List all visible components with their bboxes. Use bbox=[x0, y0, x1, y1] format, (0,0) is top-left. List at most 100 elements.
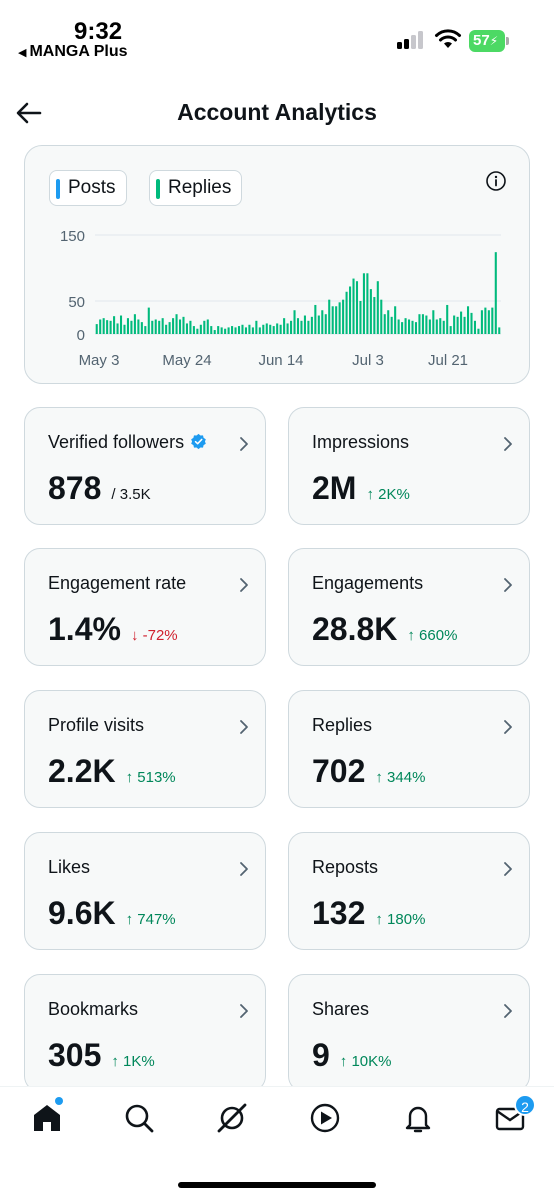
bar-replies bbox=[480, 310, 483, 334]
bar-replies bbox=[199, 324, 202, 334]
bar-replies bbox=[307, 320, 310, 334]
stat-card-replies[interactable]: Replies 702 ↑ 344% bbox=[288, 690, 530, 808]
stat-label: Impressions bbox=[312, 432, 409, 453]
stat-value-row: 1.4% ↓ -72% bbox=[48, 611, 178, 648]
stat-change: ↓ -72% bbox=[130, 627, 178, 644]
grok-icon[interactable] bbox=[215, 1101, 249, 1135]
video-icon[interactable] bbox=[308, 1101, 342, 1135]
bar-replies bbox=[408, 319, 411, 334]
stat-card-engagement-rate[interactable]: Engagement rate 1.4% ↓ -72% bbox=[24, 548, 266, 666]
stat-value: 878 bbox=[48, 470, 102, 506]
stat-change: ↑ 2K% bbox=[366, 486, 410, 503]
arrow-left-icon[interactable] bbox=[14, 98, 44, 128]
stat-label: Engagement rate bbox=[48, 573, 186, 594]
bottom-nav: 2 bbox=[0, 1086, 554, 1200]
bar-replies bbox=[435, 319, 438, 334]
stat-card-reposts[interactable]: Reposts 132 ↑ 180% bbox=[288, 832, 530, 950]
stat-card-likes[interactable]: Likes 9.6K ↑ 747% bbox=[24, 832, 266, 950]
bar-replies bbox=[331, 306, 334, 334]
bar-replies bbox=[286, 323, 289, 334]
stat-card-shares[interactable]: Shares 9 ↑ 10K% bbox=[288, 974, 530, 1092]
bar-replies bbox=[432, 310, 435, 334]
bar-replies bbox=[494, 252, 497, 334]
stat-label: Reposts bbox=[312, 857, 378, 878]
bar-replies bbox=[352, 278, 355, 334]
back-to-app-link[interactable]: ◀ MANGA Plus bbox=[18, 43, 128, 61]
y-tick-label: 50 bbox=[68, 294, 85, 311]
bar-replies bbox=[251, 327, 254, 334]
bar-replies bbox=[449, 326, 452, 334]
chevron-right-icon bbox=[504, 720, 512, 734]
stat-label-text: Profile visits bbox=[48, 715, 145, 735]
bar-replies bbox=[168, 322, 171, 334]
bar-replies bbox=[241, 324, 244, 334]
bar-replies bbox=[349, 286, 352, 334]
bar-replies bbox=[283, 318, 286, 334]
info-icon[interactable] bbox=[485, 170, 507, 192]
status-bar: 9:32 ◀ MANGA Plus 57⚡ bbox=[0, 0, 554, 70]
search-icon[interactable] bbox=[122, 1101, 156, 1135]
bar-replies bbox=[369, 289, 372, 334]
bar-replies bbox=[272, 326, 275, 334]
charging-bolt-icon: ⚡ bbox=[489, 34, 499, 48]
messages-badge: 2 bbox=[514, 1094, 536, 1116]
legend-swatch-posts bbox=[56, 179, 60, 199]
bar-replies bbox=[338, 302, 341, 334]
stat-value-row: 702 ↑ 344% bbox=[312, 753, 425, 790]
chevron-right-icon bbox=[240, 862, 248, 876]
bar-replies bbox=[335, 306, 338, 334]
bar-replies bbox=[182, 316, 185, 334]
bar-replies bbox=[144, 326, 147, 334]
stat-card-bookmarks[interactable]: Bookmarks 305 ↑ 1K% bbox=[24, 974, 266, 1092]
stat-value: 702 bbox=[312, 753, 366, 789]
stat-card-profile-visits[interactable]: Profile visits 2.2K ↑ 513% bbox=[24, 690, 266, 808]
bar-replies bbox=[303, 315, 306, 334]
bar-replies bbox=[106, 320, 109, 334]
bar-replies bbox=[366, 273, 369, 334]
stat-value-row: 305 ↑ 1K% bbox=[48, 1037, 155, 1074]
stat-card-engagements[interactable]: Engagements 28.8K ↑ 660% bbox=[288, 548, 530, 666]
bar-replies bbox=[380, 299, 383, 334]
bar-replies bbox=[95, 324, 98, 334]
stat-label: Verified followers bbox=[48, 432, 207, 453]
stat-value: 9.6K bbox=[48, 895, 116, 931]
stat-label-text: Engagement rate bbox=[48, 573, 187, 593]
status-time: 9:32 bbox=[74, 18, 123, 45]
bar-replies bbox=[206, 319, 209, 334]
stat-value-row: 132 ↑ 180% bbox=[312, 895, 425, 932]
chevron-right-icon bbox=[504, 1004, 512, 1018]
stat-card-verified-followers[interactable]: Verified followers 878 / 3.5K bbox=[24, 407, 266, 525]
stat-label: Bookmarks bbox=[48, 999, 138, 1020]
stat-value-row: 878 / 3.5K bbox=[48, 470, 151, 507]
bar-replies bbox=[293, 310, 296, 334]
page-title: Account Analytics bbox=[177, 99, 377, 125]
bar-replies bbox=[456, 316, 459, 334]
stat-card-impressions[interactable]: Impressions 2M ↑ 2K% bbox=[288, 407, 530, 525]
bell-icon[interactable] bbox=[401, 1101, 435, 1135]
home-icon[interactable] bbox=[30, 1101, 64, 1135]
stat-value-row: 28.8K ↑ 660% bbox=[312, 611, 457, 648]
stat-change: ↑ 10K% bbox=[339, 1053, 392, 1070]
chevron-right-icon bbox=[504, 578, 512, 592]
bar-replies bbox=[460, 311, 463, 334]
stat-label-text: Impressions bbox=[312, 432, 410, 452]
chevron-right-icon bbox=[504, 437, 512, 451]
chevron-right-icon bbox=[240, 1004, 248, 1018]
legend-replies[interactable]: Replies bbox=[149, 170, 243, 206]
bar-replies bbox=[328, 299, 331, 334]
bar-replies bbox=[99, 319, 102, 334]
bar-replies bbox=[192, 326, 195, 334]
bar-replies bbox=[137, 319, 140, 334]
bar-replies bbox=[265, 323, 268, 334]
x-tick-label: May 3 bbox=[79, 352, 120, 369]
bar-replies bbox=[418, 314, 421, 334]
bar-replies bbox=[484, 307, 487, 334]
chart-card: 0 50 150 May 3 May 24 Jun 14 Jul 3 Jul 21 Posts… bbox=[24, 145, 530, 384]
y-tick-label: 150 bbox=[60, 228, 85, 245]
bar-replies bbox=[310, 316, 313, 334]
legend-posts[interactable]: Posts bbox=[49, 170, 127, 206]
bar-replies bbox=[487, 310, 490, 334]
bar-replies bbox=[165, 324, 168, 334]
bar-replies bbox=[147, 307, 150, 334]
legend-swatch-replies bbox=[156, 179, 160, 199]
